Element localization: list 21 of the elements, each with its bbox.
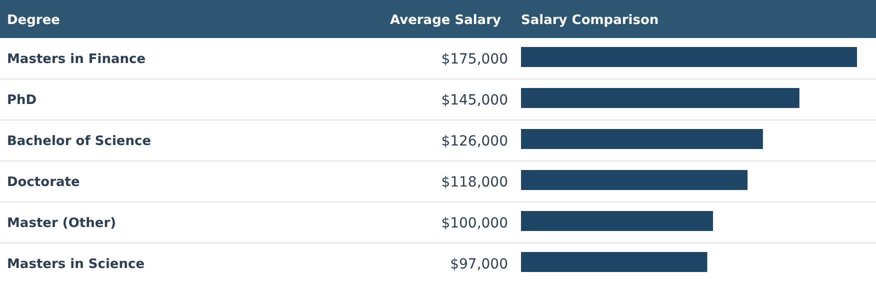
data-label: $126,000 bbox=[441, 134, 508, 150]
y-axis-title: Degree bbox=[7, 13, 60, 28]
data-label: $97,000 bbox=[450, 256, 508, 272]
bar bbox=[521, 252, 708, 272]
data-label: $118,000 bbox=[441, 174, 508, 190]
bar bbox=[521, 88, 800, 108]
x-axis-title: Salary Comparison bbox=[521, 13, 659, 28]
y-tick-label: Master (Other) bbox=[7, 216, 116, 232]
data-label: $175,000 bbox=[441, 52, 508, 68]
data-label: $145,000 bbox=[441, 92, 508, 108]
bar bbox=[521, 47, 857, 67]
y-tick-label: Masters in Science bbox=[7, 257, 145, 272]
y-tick-label: Bachelor of Science bbox=[7, 134, 152, 150]
bar bbox=[521, 129, 763, 149]
text: Average Salary bbox=[390, 13, 502, 28]
y-tick-label: Doctorate bbox=[7, 175, 80, 190]
bar bbox=[521, 170, 748, 190]
y-tick-label: PhD bbox=[7, 93, 37, 108]
y-tick-label: Masters in Finance bbox=[7, 52, 146, 68]
bar bbox=[521, 211, 713, 231]
data-label: $100,000 bbox=[441, 216, 508, 232]
